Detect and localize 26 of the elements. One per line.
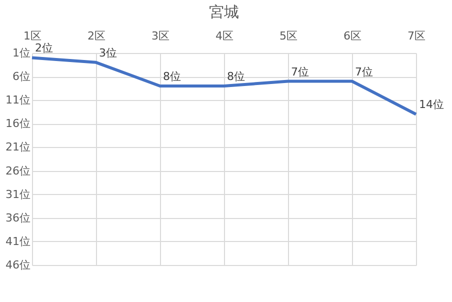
line-series [30,56,418,116]
x-tick-label: 5区 [280,30,298,42]
y-tick-label: 1位 [12,46,30,60]
x-tick-label: 4区 [216,30,234,42]
data-label: 7位 [355,65,373,78]
y-tick-label: 16位 [6,117,30,130]
data-label: 7位 [291,65,309,78]
y-tick-label: 11位 [6,94,30,107]
y-tick-label: 26位 [6,164,30,178]
chart-title: 宮城 [209,3,239,21]
data-label: 8位 [227,70,245,83]
x-tick-label: 3区 [152,30,170,42]
y-tick-label: 21位 [6,140,30,154]
y-tick-label: 31位 [6,188,30,201]
y-tick-label: 36位 [6,211,30,224]
x-tick-label: 7区 [408,30,426,42]
y-tick-label: 46位 [6,258,30,272]
data-label: 2位 [35,42,53,55]
y-tick-label: 41位 [6,234,30,248]
x-tick-label: 6区 [344,30,362,42]
x-tick-label: 1区 [24,30,42,42]
y-tick-label: 6位 [12,70,30,84]
data-label: 8位 [163,70,181,83]
data-label: 14位 [419,98,444,112]
x-tick-label: 2区 [88,30,106,42]
data-label: 3位 [99,46,117,60]
